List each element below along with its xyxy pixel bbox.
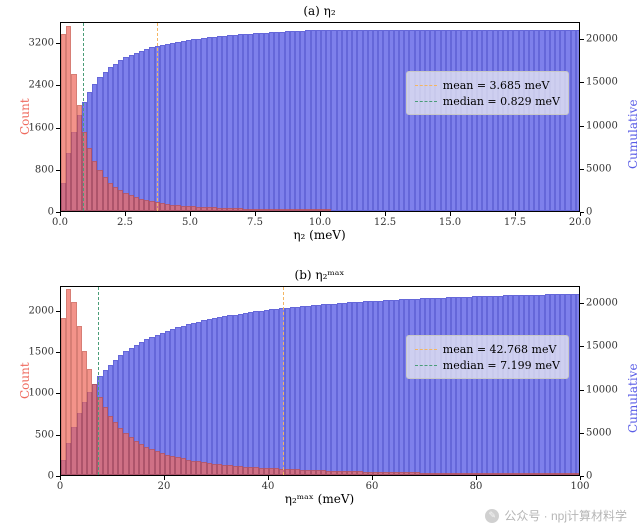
panelA-plot: mean = 3.685 meV median = 0.829 meV	[60, 22, 580, 212]
median-line	[83, 23, 84, 211]
legend-median-label: median = 7.199 meV	[443, 359, 560, 372]
median-swatch	[415, 101, 437, 102]
x-tick-label: 15.0	[439, 217, 461, 228]
legend-mean-label: mean = 42.768 meV	[443, 343, 557, 356]
yl-tick-label: 3200	[20, 38, 54, 49]
yl-tick-label: 2000	[20, 305, 54, 316]
legend-median-label: median = 0.829 meV	[443, 95, 560, 108]
legend-mean-label: mean = 3.685 meV	[443, 79, 550, 92]
x-tick-mark	[450, 212, 451, 216]
yr-tick-mark	[580, 39, 584, 40]
x-tick-mark	[164, 476, 165, 480]
yl-tick-label: 2400	[20, 80, 54, 91]
yr-tick-label: 5000	[586, 163, 611, 174]
panelB-xlabel: η₂ᵐᵃˣ (meV)	[0, 492, 639, 506]
panelA-xlabel: η₂ (meV)	[0, 228, 639, 242]
panelA-legend: mean = 3.685 meV median = 0.829 meV	[406, 71, 569, 115]
x-tick-mark	[60, 212, 61, 216]
yr-tick-label: 10000	[586, 384, 618, 395]
yr-tick-label: 0	[586, 471, 592, 482]
panelB-ylabel-right: Cumulative count	[626, 363, 639, 433]
median-line	[98, 287, 99, 475]
cumulative-bar	[576, 294, 580, 475]
yl-tick-mark	[56, 435, 60, 436]
yr-tick-label: 5000	[586, 427, 611, 438]
yl-tick-label: 0	[20, 207, 54, 218]
x-tick-mark	[372, 476, 373, 480]
x-tick-label: 20	[158, 481, 171, 492]
yl-tick-mark	[56, 476, 60, 477]
x-tick-label: 80	[470, 481, 483, 492]
x-tick-mark	[255, 212, 256, 216]
yl-tick-mark	[56, 212, 60, 213]
panelB-title: (b) η₂ᵐᵃˣ	[0, 268, 639, 282]
yr-tick-label: 15000	[586, 77, 618, 88]
x-tick-label: 10.0	[309, 217, 331, 228]
panelA-ylabel-right: Cumulative count	[626, 99, 639, 169]
yr-tick-mark	[580, 212, 584, 213]
yr-tick-mark	[580, 169, 584, 170]
x-tick-label: 100	[570, 481, 589, 492]
x-tick-label: 2.5	[117, 217, 133, 228]
yr-tick-label: 0	[586, 207, 592, 218]
yl-tick-mark	[56, 128, 60, 129]
yr-tick-mark	[580, 303, 584, 304]
x-tick-label: 0.0	[52, 217, 68, 228]
panelB-legend: mean = 42.768 meV median = 7.199 meV	[406, 335, 569, 379]
watermark: ✎ 公众号 · npj计算材料学	[485, 507, 627, 524]
yl-tick-mark	[56, 170, 60, 171]
x-tick-label: 5.0	[182, 217, 198, 228]
mean-swatch	[415, 349, 437, 350]
yl-tick-mark	[56, 311, 60, 312]
x-tick-label: 0	[57, 481, 63, 492]
yl-tick-label: 800	[20, 164, 54, 175]
yr-tick-label: 20000	[586, 34, 618, 45]
panelB-ylabel-left: Count	[18, 362, 32, 399]
x-tick-mark	[385, 212, 386, 216]
x-tick-mark	[125, 212, 126, 216]
x-tick-mark	[60, 476, 61, 480]
yl-tick-mark	[56, 85, 60, 86]
watermark-icon: ✎	[485, 509, 499, 523]
yl-tick-label: 500	[20, 429, 54, 440]
yr-tick-mark	[580, 82, 584, 83]
mean-swatch	[415, 85, 437, 86]
x-tick-mark	[320, 212, 321, 216]
x-tick-mark	[268, 476, 269, 480]
x-tick-label: 20.0	[569, 217, 591, 228]
x-tick-label: 60	[366, 481, 379, 492]
yl-tick-label: 0	[20, 471, 54, 482]
histogram-bar	[576, 473, 580, 475]
mean-line	[157, 23, 158, 211]
yr-tick-label: 10000	[586, 120, 618, 131]
yl-tick-label: 1500	[20, 347, 54, 358]
yr-tick-mark	[580, 346, 584, 347]
median-swatch	[415, 365, 437, 366]
x-tick-mark	[515, 212, 516, 216]
x-tick-label: 40	[262, 481, 275, 492]
yr-tick-label: 15000	[586, 341, 618, 352]
yr-tick-mark	[580, 126, 584, 127]
yr-tick-mark	[580, 433, 584, 434]
yr-tick-mark	[580, 476, 584, 477]
x-tick-label: 17.5	[504, 217, 526, 228]
mean-line	[283, 287, 284, 475]
panelA-ylabel-left: Count	[18, 98, 32, 135]
yl-tick-mark	[56, 393, 60, 394]
yl-tick-mark	[56, 352, 60, 353]
yr-tick-label: 20000	[586, 298, 618, 309]
yl-tick-mark	[56, 43, 60, 44]
x-tick-label: 7.5	[247, 217, 263, 228]
x-tick-label: 12.5	[374, 217, 396, 228]
panelA-title: (a) η₂	[0, 4, 639, 18]
watermark-text: 公众号 · npj计算材料学	[504, 507, 627, 524]
histogram-bar	[326, 209, 331, 211]
cumulative-bar	[576, 30, 580, 211]
x-tick-mark	[476, 476, 477, 480]
panelB-plot: mean = 42.768 meV median = 7.199 meV	[60, 286, 580, 476]
x-tick-mark	[190, 212, 191, 216]
yr-tick-mark	[580, 390, 584, 391]
